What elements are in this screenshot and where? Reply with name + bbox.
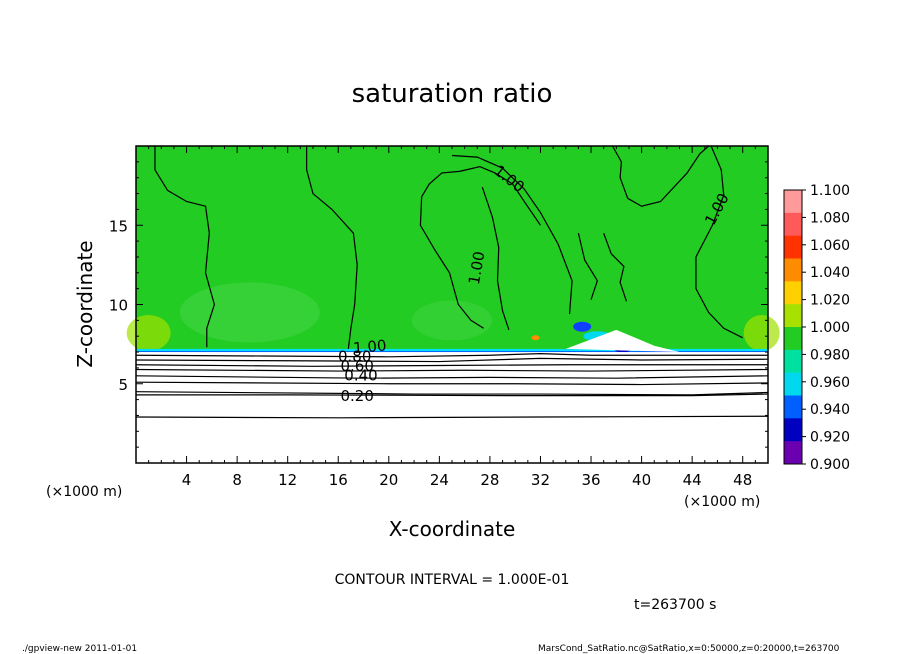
contour-label: 0.40 xyxy=(344,366,377,384)
colorbar-label: 1.080 xyxy=(810,210,850,226)
contour-label: 0.20 xyxy=(340,387,373,405)
x-tick-label: 8 xyxy=(232,471,242,489)
contour-0.2 xyxy=(136,393,769,397)
cloud-region xyxy=(565,329,680,353)
x-unit-left: (×1000 m) xyxy=(46,484,122,500)
x-tick-label: 28 xyxy=(480,471,499,489)
colorbar-label: 1.020 xyxy=(810,293,850,309)
contour-1.00 xyxy=(421,165,541,226)
interface-band xyxy=(136,348,768,352)
field-patch xyxy=(412,300,492,341)
colorbar-label: 0.920 xyxy=(810,430,850,446)
colorbar-segment xyxy=(784,372,802,396)
x-axis-label: X-coordinate xyxy=(389,517,516,541)
time-text: t=263700 s xyxy=(634,597,716,613)
y-tick-label: 10 xyxy=(109,297,128,315)
x-tick-label: 24 xyxy=(430,471,449,489)
colorbar-label: 1.040 xyxy=(810,265,850,281)
x-tick-label: 48 xyxy=(733,471,752,489)
contour-label: 0.80 xyxy=(338,347,371,365)
y-axis: 5 10 15 xyxy=(109,161,768,448)
colorbar-label: 0.940 xyxy=(810,402,850,418)
x-tick-label: 12 xyxy=(278,471,297,489)
contour-1.00 xyxy=(306,146,358,349)
field-patch xyxy=(179,282,320,343)
contour-label: 1.00 xyxy=(465,250,489,286)
x-tick-label: 20 xyxy=(379,471,398,489)
colorbar-label: 1.060 xyxy=(810,238,850,254)
high-blob xyxy=(531,335,540,341)
low-blob xyxy=(573,321,592,332)
contour-0.1 xyxy=(135,415,769,419)
contour-1.00 xyxy=(603,232,628,302)
contour-0.5 xyxy=(135,375,769,379)
y-tick-label: 15 xyxy=(109,217,128,235)
footer-left: ./gpview-new 2011-01-01 xyxy=(22,644,137,654)
colorbar-segment xyxy=(784,190,802,214)
contour-0.6 xyxy=(135,368,769,372)
contour-1.00 xyxy=(154,146,215,348)
colorbar-segment xyxy=(784,258,802,282)
field-patch xyxy=(743,315,780,352)
contour-0.9 xyxy=(135,353,768,358)
x-tick-label: 32 xyxy=(531,471,550,489)
x-tick-label: 44 xyxy=(683,471,702,489)
colorbar-segment xyxy=(784,212,802,237)
contour-0.7 xyxy=(135,364,768,367)
colorbar-label: 1.000 xyxy=(810,320,850,336)
colorbar-segment xyxy=(784,349,802,374)
contour-0.4 xyxy=(135,381,769,386)
contour-1.00 xyxy=(481,187,510,331)
colorbar-segment xyxy=(784,441,802,465)
colorbar-label: 0.980 xyxy=(810,347,850,363)
contour-label: 0.60 xyxy=(340,357,373,375)
contour-1.00 xyxy=(451,154,573,315)
colorbar-segment xyxy=(784,418,802,442)
chart-title: saturation ratio xyxy=(352,79,553,109)
contour-lines xyxy=(135,145,769,419)
contour-1.00 xyxy=(419,196,484,329)
colorbar-segment xyxy=(784,235,802,259)
colorbar-label: 1.100 xyxy=(810,183,850,199)
contour-0.3 xyxy=(135,391,769,396)
dry-region xyxy=(136,352,768,463)
x-tick-label: 36 xyxy=(581,471,600,489)
contour-label: 1.00 xyxy=(352,336,387,357)
plot-area xyxy=(126,146,780,463)
x-unit-right: (×1000 m) xyxy=(684,494,760,510)
y-axis-label: Z-coordinate xyxy=(73,240,97,367)
x-tick-label: 40 xyxy=(632,471,651,489)
contour-interval-text: CONTOUR INTERVAL = 1.000E-01 xyxy=(335,572,570,588)
colorbar: 1.100 1.080 1.060 1.040 1.020 1.000 0.980 0.960… xyxy=(783,183,850,473)
field-patch xyxy=(126,315,171,352)
colorbar-segment xyxy=(784,281,802,305)
colorbar-label: 0.960 xyxy=(810,375,850,391)
contour-1.00 xyxy=(695,145,743,339)
colorbar-segment xyxy=(784,327,802,351)
x-tick-label: 4 xyxy=(182,471,192,489)
footer-right: MarsCond_SatRatio.nc@SatRatio,x=0:50000,… xyxy=(538,644,840,654)
contour-0.8 xyxy=(135,357,769,363)
colorbar-label: 0.900 xyxy=(810,457,850,473)
contour-1.00 xyxy=(612,145,709,207)
colorbar-segment xyxy=(784,395,802,419)
colorbar-segment xyxy=(784,304,802,328)
x-axis: 4 8 12 16 20 24 28 32 36 40 44 48 xyxy=(148,146,756,489)
x-tick-label: 16 xyxy=(329,471,348,489)
contour-1.00 xyxy=(577,233,599,300)
y-tick-label: 5 xyxy=(118,376,128,394)
